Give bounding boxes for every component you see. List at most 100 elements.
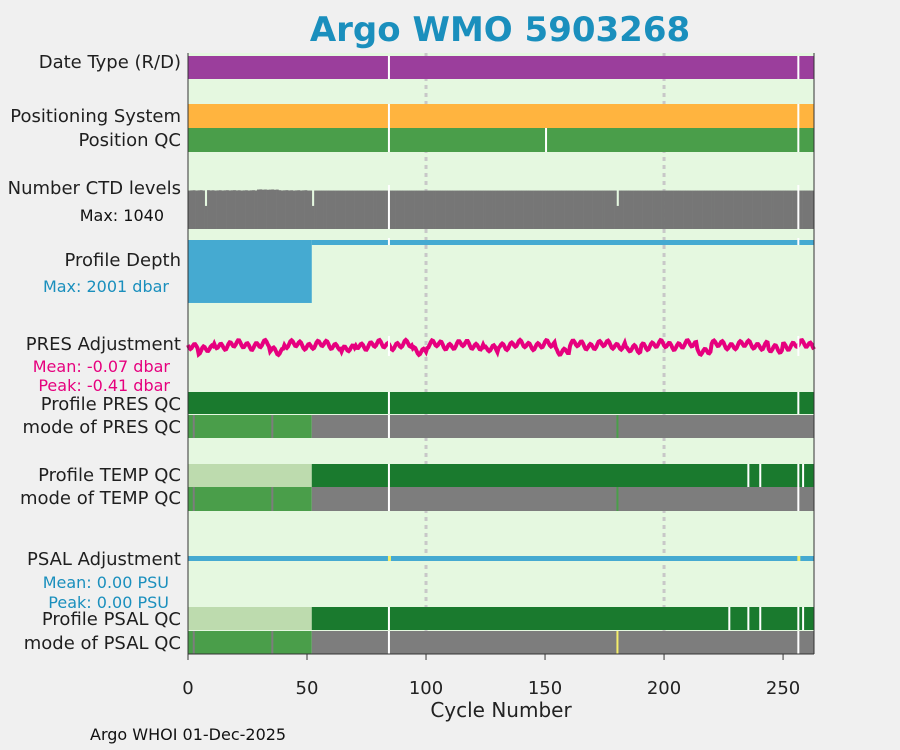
ctd-level-bar [616, 205, 620, 229]
ctd-level-bar [690, 190, 693, 229]
ctd-level-bar [785, 190, 789, 229]
ctd-level-bar [773, 190, 777, 229]
ctd-level-bar [361, 190, 365, 229]
ctd-level-bar [561, 190, 565, 229]
ctd-level-bar [230, 190, 234, 229]
ctd-level-bar [702, 190, 705, 229]
mode-psal-qc-gap [797, 631, 800, 654]
ctd-level-bar [783, 190, 786, 229]
ctd-level-bar [356, 190, 360, 229]
ctd-level-bar [642, 190, 646, 229]
ctd-level-bar [480, 190, 484, 229]
ctd-level-bar [630, 190, 634, 229]
positioning-system-bar [188, 104, 814, 128]
ctd-level-bar [328, 190, 332, 229]
ctd-level-bar [314, 190, 317, 229]
mode-psal-qc-mark [192, 631, 195, 654]
ctd-level-bar [499, 190, 503, 229]
psal-adjustment-line [188, 556, 814, 561]
ctd-level-bar [333, 190, 336, 229]
ctd-level-bar [399, 190, 403, 229]
label-pres-peak: Peak: -0.41 dbar [38, 376, 170, 395]
ctd-level-bar [730, 190, 734, 229]
ctd-level-bar [316, 190, 320, 229]
ctd-level-bar [323, 190, 327, 229]
ctd-level-bar [606, 190, 610, 229]
ctd-level-bar [585, 190, 589, 229]
ctd-level-bar [621, 190, 624, 229]
ctd-level-bar [571, 190, 574, 229]
ctd-level-bar [273, 189, 277, 229]
label-profile-pres-qc: Profile PRES QC [40, 394, 181, 415]
label-position-qc: Position QC [78, 130, 181, 151]
ctd-level-bar [568, 190, 572, 229]
ctd-level-bar [442, 190, 446, 229]
profile-temp-qc-bar [311, 464, 814, 487]
ctd-level-bar [197, 190, 201, 229]
ctd-level-bar [749, 190, 753, 229]
ctd-level-bar [775, 190, 779, 229]
ctd-level-bar [373, 190, 377, 229]
ctd-level-bar [216, 190, 220, 229]
ctd-level-bar [752, 190, 755, 229]
ctd-level-bar [418, 190, 422, 229]
label-pres-adjustment: PRES Adjustment [25, 334, 181, 355]
ctd-level-bar [495, 190, 498, 229]
ctd-level-bar [497, 190, 501, 229]
ctd-level-bar [733, 190, 736, 229]
ctd-gap [387, 185, 390, 229]
ctd-level-bar [347, 190, 351, 229]
ctd-level-bar [640, 190, 643, 229]
ctd-level-bar [535, 190, 539, 229]
ctd-level-bar [509, 190, 513, 229]
ctd-level-bar [628, 190, 632, 229]
ctd-level-bar [671, 190, 674, 229]
ctd-level-bar [228, 190, 232, 229]
profile-temp-qc-gap [802, 464, 805, 487]
ctd-level-bar [645, 190, 648, 229]
mode-psal-qc-mark [271, 631, 274, 654]
ctd-level-bar [723, 190, 727, 229]
ctd-level-bar [635, 190, 639, 229]
label-depth-max: Max: 2001 dbar [42, 277, 169, 296]
ctd-level-bar [392, 190, 396, 229]
depth-gap [797, 238, 800, 245]
ctd-level-bar [592, 190, 596, 229]
ctd-level-bar [623, 190, 627, 229]
position-qc-bar [188, 128, 814, 152]
ctd-level-bar [352, 190, 355, 229]
ctd-level-bar [383, 190, 386, 229]
ctd-level-bar [811, 190, 815, 229]
ctd-level-bar [721, 190, 724, 229]
ctd-level-bar [240, 190, 244, 229]
ctd-level-bar [697, 190, 701, 229]
profile-temp-qc-gap [759, 464, 762, 487]
ctd-level-bar [406, 190, 410, 229]
ctd-level-bar [430, 190, 434, 229]
ctd-level-bar [668, 190, 672, 229]
ctd-level-bar [492, 190, 496, 229]
ctd-level-bar [359, 190, 363, 229]
ctd-level-bar [790, 190, 793, 229]
label-pres-mean: Mean: -0.07 dbar [32, 357, 170, 376]
ctd-level-bar [528, 190, 532, 229]
ctd-level-bar [295, 190, 298, 229]
profile-psal-qc-gap [747, 607, 750, 630]
ctd-level-bar [516, 190, 520, 229]
profile-psal-qc-gap [387, 607, 390, 630]
ctd-level-bar [771, 190, 774, 229]
ctd-level-bar [794, 190, 798, 229]
ctd-level-bar [207, 190, 210, 229]
ctd-level-bar [744, 190, 748, 229]
ctd-level-bar [699, 190, 703, 229]
ctd-level-bar [483, 190, 486, 229]
profile-pres-qc-gap [387, 392, 390, 414]
ctd-level-bar [349, 190, 353, 229]
profile-temp-qc-gap [387, 464, 390, 487]
ctd-level-bar [261, 189, 265, 229]
ctd-level-bar [354, 190, 358, 229]
ctd-level-bar [754, 190, 758, 229]
ctd-level-bar [633, 190, 636, 229]
ctd-level-bar [614, 190, 617, 229]
ctd-level-bar [473, 190, 477, 229]
